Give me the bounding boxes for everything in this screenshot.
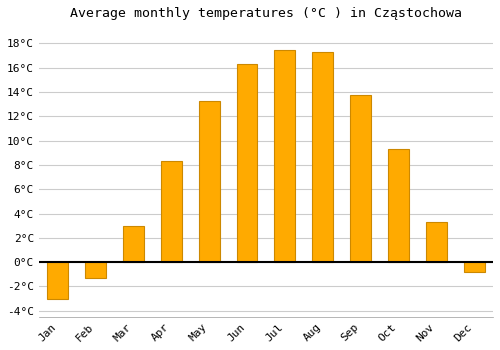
Bar (350, 94, 371, 262)
Bar (123, 226, 144, 262)
Bar (198, 100, 220, 262)
Title: Average monthly temperatures (°C ) in Cząstochowa: Average monthly temperatures (°C ) in Cz… (70, 7, 462, 20)
Bar (274, 50, 295, 262)
Bar (161, 161, 182, 262)
Bar (426, 222, 446, 262)
Bar (388, 149, 409, 262)
Bar (312, 52, 333, 262)
Bar (464, 262, 484, 272)
Bar (236, 64, 258, 262)
Bar (85, 262, 106, 278)
Bar (48, 262, 68, 299)
